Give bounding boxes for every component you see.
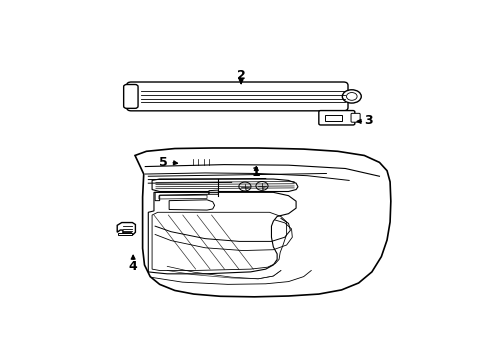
Bar — [324, 115, 342, 121]
Text: 2: 2 — [236, 68, 245, 82]
Text: 5: 5 — [159, 156, 167, 169]
Polygon shape — [169, 160, 176, 165]
Polygon shape — [135, 148, 390, 297]
Text: 3: 3 — [363, 114, 372, 127]
Polygon shape — [152, 179, 297, 192]
Polygon shape — [208, 190, 218, 194]
Polygon shape — [174, 157, 222, 167]
Bar — [186, 159, 212, 165]
Ellipse shape — [342, 90, 361, 103]
Text: r: r — [245, 187, 247, 192]
FancyBboxPatch shape — [126, 82, 347, 111]
Polygon shape — [118, 233, 131, 235]
Polygon shape — [117, 222, 135, 234]
Text: 4: 4 — [128, 260, 137, 273]
Text: 1: 1 — [251, 166, 260, 179]
FancyBboxPatch shape — [350, 113, 359, 122]
FancyBboxPatch shape — [318, 111, 354, 125]
FancyBboxPatch shape — [123, 85, 138, 108]
Text: r: r — [262, 186, 264, 192]
